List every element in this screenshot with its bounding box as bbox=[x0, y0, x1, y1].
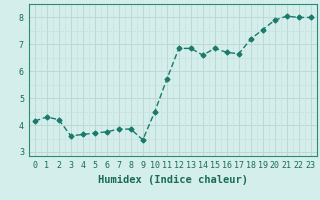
X-axis label: Humidex (Indice chaleur): Humidex (Indice chaleur) bbox=[98, 175, 248, 185]
